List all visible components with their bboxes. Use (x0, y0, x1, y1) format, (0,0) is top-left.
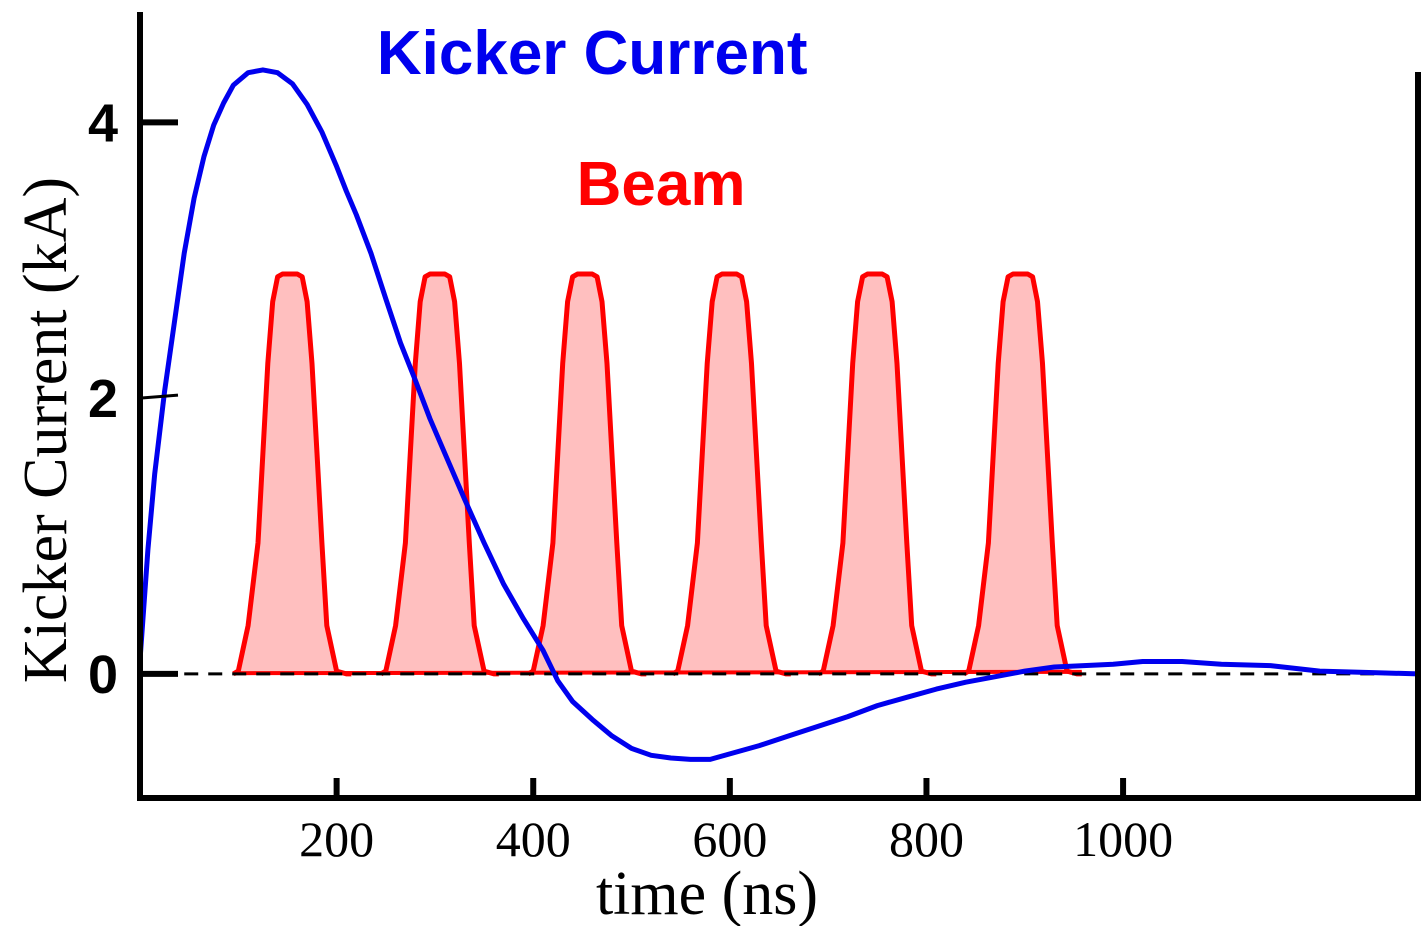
y-tick-label-2: 2 (88, 369, 118, 429)
x-tick-label-400: 400 (496, 811, 571, 867)
x-tick-label-200: 200 (299, 811, 374, 867)
y-tick-2 (139, 393, 179, 400)
beam-pulse-4 (671, 271, 791, 677)
beam-pulses (232, 271, 1082, 677)
y-tick-label-0: 0 (88, 645, 118, 705)
annotations: Kicker Current Beam (377, 19, 808, 219)
beam-pulse-3 (527, 271, 647, 677)
axes (137, 12, 1421, 801)
annotation-beam: Beam (577, 150, 746, 219)
annotation-kicker-current: Kicker Current (377, 19, 808, 88)
axis-frame (137, 12, 1421, 801)
x-tick-label-1000: 1000 (1073, 811, 1173, 867)
beam-pulse-5 (817, 271, 937, 677)
tick-labels: 200 400 600 800 1000 0 2 4 (88, 93, 1173, 867)
beam-baseline (233, 669, 1082, 676)
beam-pulse-1 (232, 271, 352, 677)
x-tick-label-600: 600 (692, 811, 767, 867)
kicker-current-line (137, 67, 1419, 762)
y-tick-label-4: 4 (88, 93, 118, 153)
beam-pulse-2 (379, 271, 499, 677)
x-tick-label-800: 800 (889, 811, 964, 867)
x-axis-label: time (ns) (596, 860, 818, 926)
y-axis-label: Kicker Current (kA) (12, 177, 80, 683)
beam-pulse-6 (962, 271, 1082, 677)
